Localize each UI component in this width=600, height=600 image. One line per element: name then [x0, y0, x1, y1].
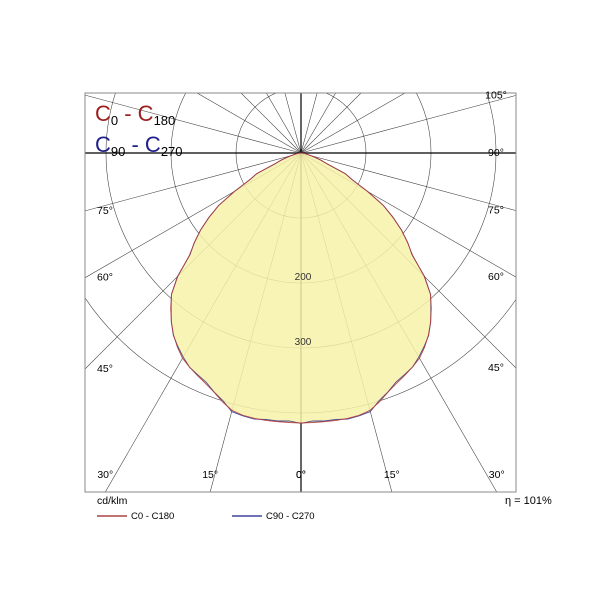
svg-text:45°: 45°: [488, 362, 504, 374]
svg-text:60°: 60°: [488, 271, 504, 283]
svg-text:90°: 90°: [488, 147, 504, 159]
svg-text:cd/klm: cd/klm: [97, 495, 128, 507]
svg-text:45°: 45°: [97, 363, 113, 375]
svg-text:300: 300: [295, 337, 312, 348]
svg-text:15°: 15°: [202, 469, 218, 481]
svg-text:15°: 15°: [384, 469, 400, 481]
svg-text:30°: 30°: [489, 469, 505, 481]
svg-text:0°: 0°: [296, 469, 306, 481]
svg-text:η = 101%: η = 101%: [505, 495, 552, 507]
svg-text:30°: 30°: [97, 469, 113, 481]
svg-text:60°: 60°: [97, 272, 113, 284]
svg-text:200: 200: [295, 272, 312, 283]
svg-text:C0 - C180: C0 - C180: [131, 511, 174, 522]
svg-text:105°: 105°: [485, 89, 507, 101]
svg-text:75°: 75°: [97, 205, 113, 217]
svg-text:C90 - C270: C90 - C270: [266, 511, 315, 522]
svg-text:75°: 75°: [488, 205, 504, 217]
